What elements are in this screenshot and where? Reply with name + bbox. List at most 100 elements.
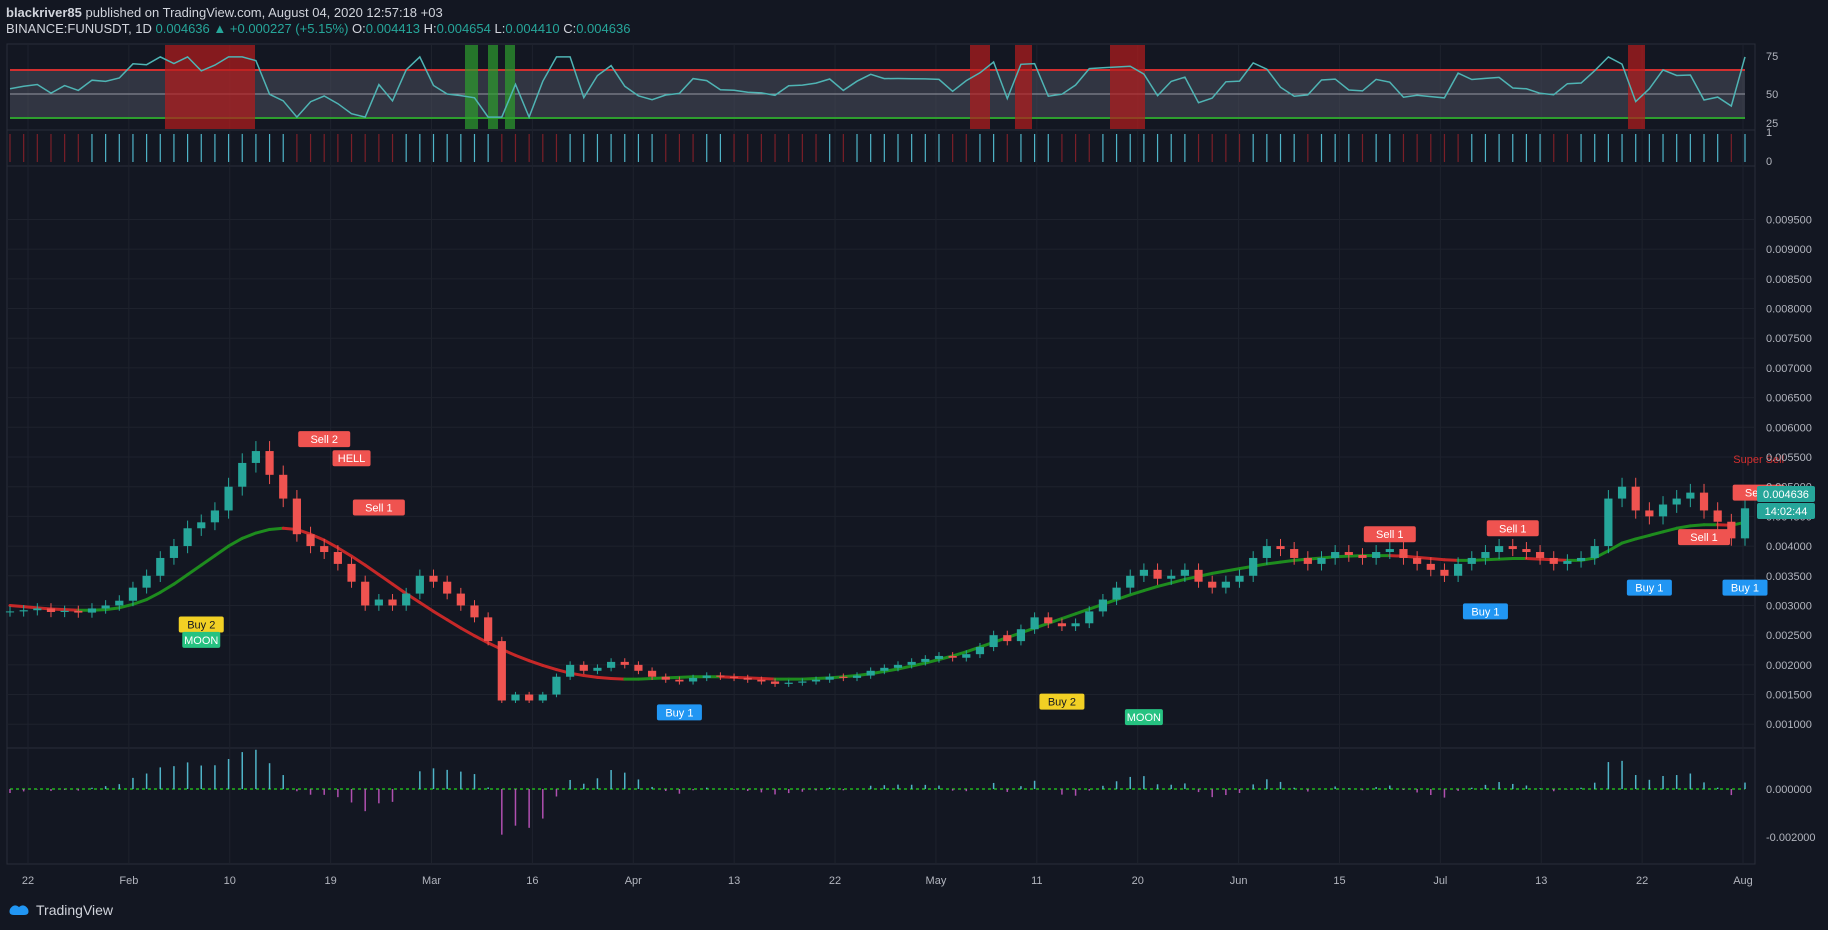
ma-segment	[254, 527, 272, 535]
rsi-tick-label: 25	[1766, 118, 1778, 130]
time-tick-label: 20	[1132, 875, 1144, 887]
price-tick-label: 0.001500	[1766, 690, 1812, 702]
candle-body	[962, 654, 971, 658]
low-label: L:	[494, 21, 506, 36]
signal-marker-bg	[1039, 693, 1085, 710]
time-tick-label: 11	[1031, 875, 1042, 887]
open-label: O:	[352, 21, 366, 36]
signal-marker: Sell 1	[1363, 526, 1416, 543]
candle-body	[1549, 557, 1558, 564]
candle-body	[1262, 546, 1271, 558]
signal-marker-bg	[1722, 579, 1768, 596]
signal-marker-bg	[178, 616, 224, 633]
signal-marker-text: Sell 2	[310, 434, 338, 446]
candle-body	[975, 647, 985, 655]
rsi-zone	[505, 45, 515, 129]
candle-body	[1385, 549, 1394, 553]
ma-segment	[1483, 557, 1501, 562]
rsi-zone	[1628, 45, 1645, 129]
candle-body	[484, 617, 493, 642]
super-sell-label: Super Sell	[1733, 454, 1784, 466]
candle-body	[620, 661, 629, 665]
ma-segment	[350, 554, 367, 567]
candle-body	[1358, 554, 1367, 558]
candle-body	[811, 679, 821, 682]
ma-segment	[445, 618, 463, 630]
candle-body	[934, 655, 944, 659]
ma-segment	[896, 664, 914, 671]
candle-body	[1030, 617, 1039, 630]
ma-segment	[882, 667, 900, 673]
candle-body	[893, 664, 903, 668]
candle-body	[279, 474, 288, 499]
candle-body	[579, 664, 588, 671]
candle-body	[1672, 498, 1681, 505]
ma-segment	[213, 544, 231, 558]
ma-segment	[923, 658, 941, 665]
candle-body	[1426, 563, 1435, 570]
signal-marker-text: Buy 2	[187, 619, 215, 631]
rsi-tick-label: 75	[1766, 51, 1778, 63]
candle-body	[1139, 569, 1148, 576]
candle-body	[456, 593, 465, 606]
candle-body	[634, 664, 643, 671]
ma-segment	[363, 563, 381, 577]
price-tick-label: 0.002500	[1766, 630, 1812, 642]
candle-body	[1016, 629, 1026, 642]
ma-segment	[145, 590, 162, 602]
ma-segment	[800, 677, 818, 681]
signal-marker-bg	[332, 450, 371, 467]
time-tick-label: Jul	[1433, 875, 1447, 887]
candle-body	[1440, 569, 1449, 576]
rsi-zone	[465, 45, 478, 129]
candle-body	[729, 676, 739, 678]
countdown-tag-text: 14:02:44	[1765, 506, 1808, 518]
ma-segment	[472, 634, 490, 645]
candle-body	[1057, 623, 1067, 627]
ma-segment	[1224, 567, 1242, 573]
candle-body	[1331, 552, 1340, 558]
ma-segment	[1169, 577, 1187, 585]
ma-segment	[582, 674, 599, 679]
signal-marker-bg	[1124, 709, 1163, 726]
rsi-zone	[1110, 45, 1145, 129]
price-tick-label: 0.004000	[1766, 541, 1812, 553]
tradingview-brand[interactable]: TradingView	[8, 902, 113, 918]
ma-segment	[1142, 584, 1160, 593]
ma-segment	[1210, 569, 1228, 575]
ma-segment	[1279, 558, 1296, 564]
time-tick-label: Mar	[422, 875, 441, 887]
ma-segment	[432, 609, 449, 622]
author-name[interactable]: blackriver85	[6, 5, 82, 20]
candle-body	[825, 676, 834, 680]
candle-body	[1003, 635, 1012, 642]
ma-segment	[418, 601, 436, 613]
signal-marker-bg	[1486, 520, 1539, 537]
ma-segment	[1156, 581, 1173, 588]
ma-segment	[1265, 560, 1283, 566]
ma-segment	[1634, 533, 1651, 541]
ma-segment	[1060, 612, 1078, 621]
candle-body	[989, 635, 998, 648]
candle-body	[784, 682, 793, 684]
ma-segment	[131, 598, 149, 606]
candle-body	[1494, 546, 1504, 553]
ma-segment	[336, 546, 354, 558]
high-value: 0.004654	[436, 21, 491, 36]
time-axis[interactable]: 22 Feb 10 19 Mar 16 Apr 13 22 May 11 20 Jun 15 Jul 13 22…	[22, 875, 1753, 887]
candle-body	[647, 670, 657, 677]
price-tick-label: 0.009000	[1766, 244, 1812, 256]
candle-body	[566, 664, 575, 677]
price-tick-label: 0.003000	[1766, 600, 1812, 612]
candle-body	[60, 610, 69, 613]
signal-marker-text: Buy 1	[1731, 583, 1759, 595]
ma-segment	[527, 659, 545, 667]
signal-marker-bg	[1626, 579, 1672, 596]
rsi-zone	[970, 45, 990, 129]
candle-body	[607, 661, 616, 668]
candle-body	[1276, 546, 1285, 550]
signal-marker-bg	[1462, 603, 1508, 620]
price-axis[interactable]: 0.009500 0.009000 0.008500 0.008000 0.007500…	[1766, 214, 1812, 731]
candle-body	[1344, 552, 1353, 555]
